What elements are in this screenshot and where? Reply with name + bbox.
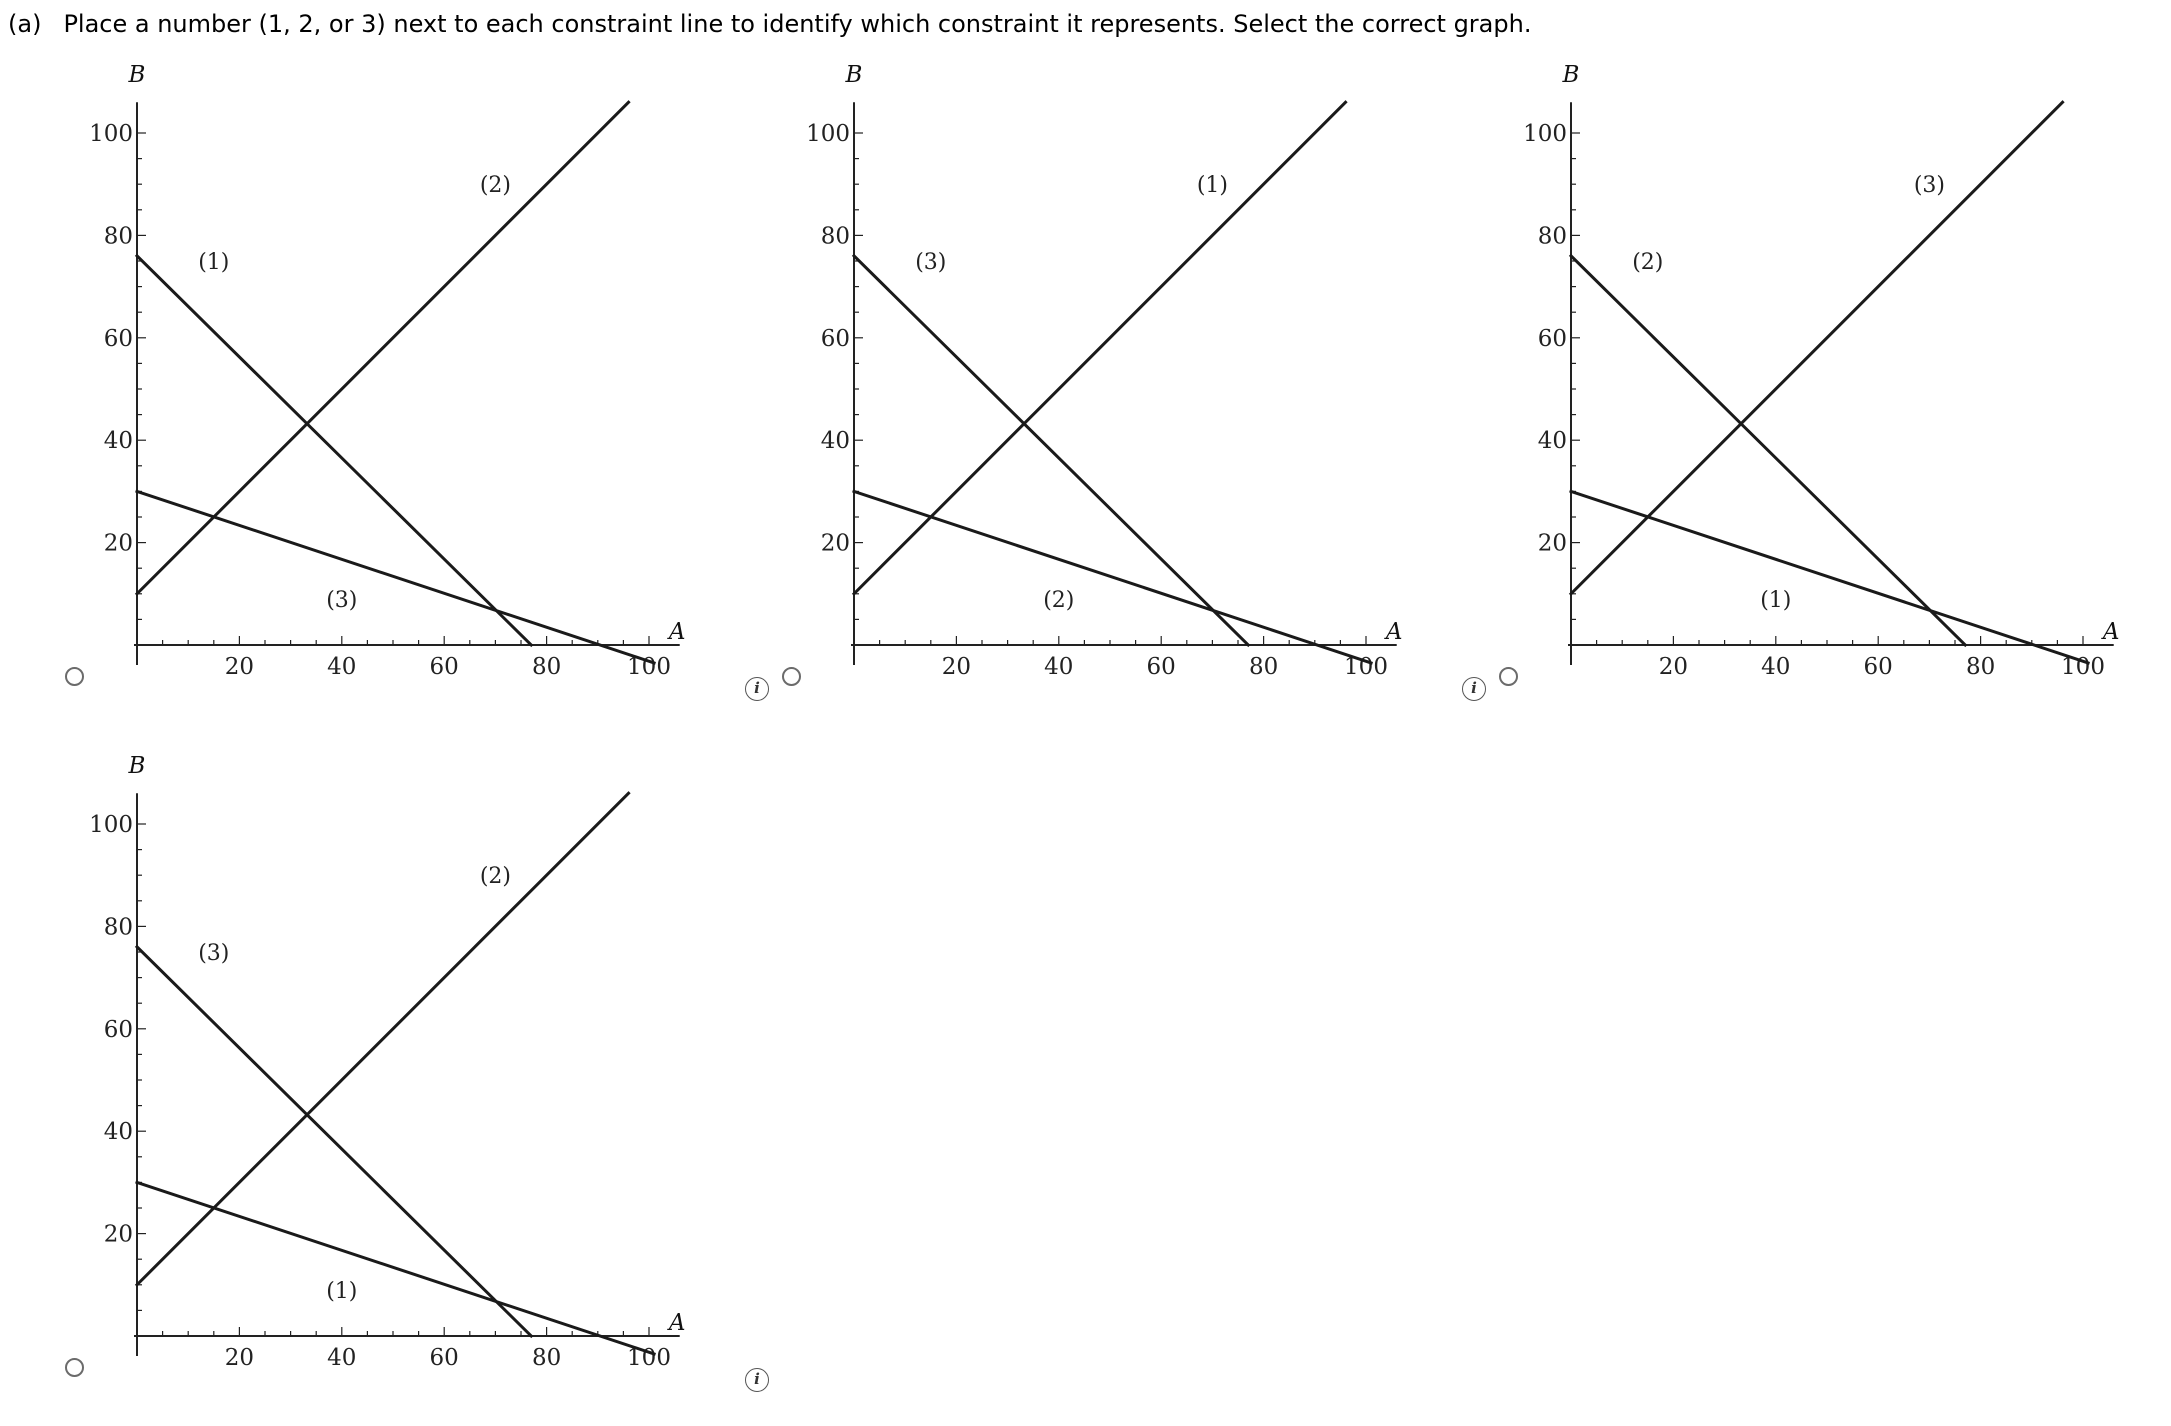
x-axis-label: A [667, 619, 686, 645]
constraint-line [134, 791, 631, 1287]
y-axis-label: B [845, 62, 863, 88]
x-tick-label: 40 [1761, 654, 1790, 680]
x-tick-label: 100 [627, 1345, 671, 1371]
y-tick-label: 100 [89, 121, 133, 147]
constraint-label: (2) [480, 173, 511, 198]
y-tick-label: 40 [104, 1119, 133, 1145]
constraint-line [134, 944, 534, 1339]
y-tick-label: 20 [1538, 531, 1567, 557]
x-tick-label: 40 [327, 1345, 356, 1371]
x-tick-label: 20 [1659, 654, 1688, 680]
constraint-label: (3) [326, 588, 357, 613]
graph-option-4[interactable]: 20 40 60 80 100 20 40 60 80 100 A B (3) (2) (1) i [55, 736, 775, 1426]
constraint-line [134, 253, 534, 648]
y-tick-label: 20 [104, 1222, 133, 1248]
constraint-line [1568, 253, 1968, 648]
graph-1: 20 40 60 80 100 20 40 60 80 100 A B (1) (2) (3) [89, 62, 686, 680]
constraint-label: (1) [326, 1279, 357, 1304]
y-tick-label: 100 [89, 812, 133, 838]
graph-option-1[interactable]: 20 40 60 80 100 20 40 60 80 100 A B (1) (2) (3) i [55, 45, 775, 735]
y-tick-label: 80 [104, 914, 133, 940]
x-tick-label: 60 [430, 654, 459, 680]
y-tick-label: 60 [821, 326, 850, 352]
x-tick-label: 80 [1966, 654, 1995, 680]
y-tick-label: 40 [821, 428, 850, 454]
info-icon[interactable]: i [1462, 677, 1486, 701]
constraint-line [135, 489, 657, 665]
x-tick-label: 40 [327, 654, 356, 680]
x-tick-label: 100 [1344, 654, 1388, 680]
x-tick-label: 20 [942, 654, 971, 680]
y-tick-label: 60 [104, 326, 133, 352]
info-icon[interactable]: i [745, 1368, 769, 1392]
constraint-line [851, 100, 1348, 596]
constraint-label: (2) [1043, 588, 1074, 613]
graph-4: 20 40 60 80 100 20 40 60 80 100 A B (3) (2) (1) [89, 753, 686, 1371]
graph-3: 20 40 60 80 100 20 40 60 80 100 A B (2) (3) (1) [1523, 62, 2120, 680]
question-prompt: (a) Place a number (1, 2, or 3) next to e… [8, 10, 1531, 38]
y-axis-label: B [1562, 62, 1580, 88]
constraint-label: (3) [1914, 173, 1945, 198]
constraint-label: (1) [1760, 588, 1791, 613]
graph-option-3[interactable]: 20 40 60 80 100 20 40 60 80 100 A B (2) (3) (1) [1489, 45, 2171, 735]
y-axis-label: B [128, 62, 146, 88]
x-tick-label: 80 [532, 1345, 561, 1371]
y-tick-label: 20 [104, 531, 133, 557]
x-tick-label: 80 [1249, 654, 1278, 680]
x-tick-label: 60 [1147, 654, 1176, 680]
constraint-label: (3) [198, 941, 229, 966]
y-tick-label: 40 [104, 428, 133, 454]
x-tick-label: 20 [225, 654, 254, 680]
constraint-label: (1) [1197, 173, 1228, 198]
x-tick-label: 60 [430, 1345, 459, 1371]
y-tick-label: 80 [104, 223, 133, 249]
x-axis-label: A [1384, 619, 1403, 645]
x-axis-label: A [2101, 619, 2120, 645]
radio-option-2[interactable] [782, 667, 801, 686]
x-tick-label: 100 [627, 654, 671, 680]
y-tick-label: 40 [1538, 428, 1567, 454]
radio-option-3[interactable] [1499, 667, 1518, 686]
x-tick-label: 40 [1044, 654, 1073, 680]
y-tick-label: 60 [1538, 326, 1567, 352]
constraint-line [134, 100, 631, 596]
graph-2: 20 40 60 80 100 20 40 60 80 100 A B (3) (1) (2) [806, 62, 1403, 680]
constraint-label: (2) [480, 864, 511, 889]
constraint-label: (1) [198, 250, 229, 275]
y-tick-label: 80 [821, 223, 850, 249]
radio-option-4[interactable] [65, 1358, 84, 1377]
x-tick-label: 20 [225, 1345, 254, 1371]
question-part: (a) [8, 10, 42, 38]
info-icon[interactable]: i [745, 677, 769, 701]
constraint-line [851, 253, 1251, 648]
x-tick-label: 60 [1864, 654, 1893, 680]
x-tick-label: 100 [2061, 654, 2105, 680]
constraint-label: (2) [1632, 250, 1663, 275]
y-tick-label: 80 [1538, 223, 1567, 249]
x-axis-label: A [667, 1310, 686, 1336]
constraint-line [1569, 489, 2091, 665]
y-tick-label: 60 [104, 1017, 133, 1043]
radio-option-1[interactable] [65, 667, 84, 686]
constraint-line [1568, 100, 2065, 596]
graph-option-2[interactable]: 20 40 60 80 100 20 40 60 80 100 A B (3) (1) (2) i [772, 45, 1492, 735]
constraint-line [852, 489, 1374, 665]
y-axis-label: B [128, 753, 146, 779]
constraint-line [135, 1180, 657, 1356]
y-tick-label: 100 [806, 121, 850, 147]
constraint-label: (3) [915, 250, 946, 275]
y-tick-label: 100 [1523, 121, 1567, 147]
question-text: Place a number (1, 2, or 3) next to each… [63, 10, 1532, 38]
x-tick-label: 80 [532, 654, 561, 680]
y-tick-label: 20 [821, 531, 850, 557]
